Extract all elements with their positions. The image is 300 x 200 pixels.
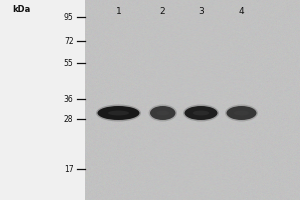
- Text: 4: 4: [239, 7, 244, 16]
- Ellipse shape: [96, 104, 141, 121]
- FancyBboxPatch shape: [0, 0, 85, 200]
- Ellipse shape: [193, 111, 209, 115]
- Text: 55: 55: [64, 58, 74, 68]
- Ellipse shape: [148, 104, 177, 121]
- Text: 3: 3: [198, 7, 204, 16]
- Text: 36: 36: [64, 95, 74, 104]
- Ellipse shape: [108, 111, 129, 115]
- Ellipse shape: [226, 106, 256, 120]
- Text: 2: 2: [159, 7, 165, 16]
- Text: 28: 28: [64, 114, 74, 123]
- Ellipse shape: [184, 106, 218, 120]
- Ellipse shape: [98, 106, 140, 120]
- Ellipse shape: [150, 106, 176, 120]
- Text: kDa: kDa: [12, 5, 30, 14]
- Text: 1: 1: [116, 7, 122, 16]
- Ellipse shape: [183, 104, 219, 121]
- Text: 95: 95: [64, 12, 74, 21]
- FancyBboxPatch shape: [85, 0, 300, 200]
- Text: 72: 72: [64, 36, 74, 46]
- Ellipse shape: [156, 111, 169, 115]
- Ellipse shape: [234, 111, 249, 115]
- Text: 17: 17: [64, 164, 74, 173]
- Ellipse shape: [225, 104, 258, 121]
